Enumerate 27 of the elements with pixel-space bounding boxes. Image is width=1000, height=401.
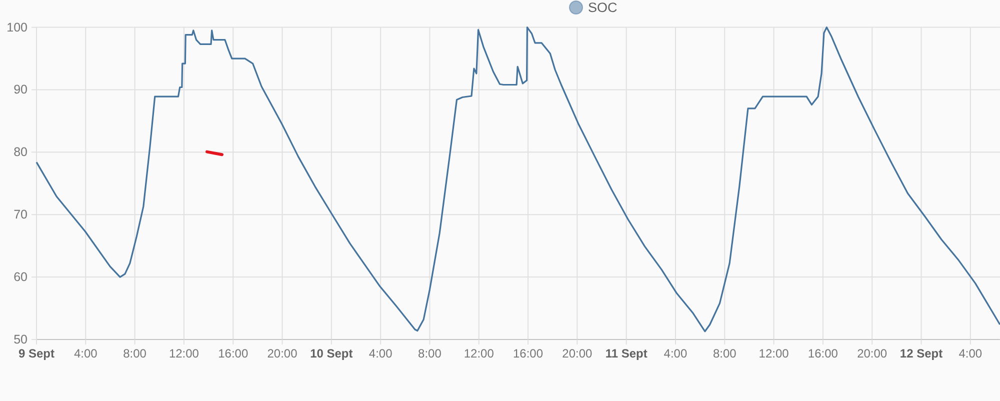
x-tick-label: 16:00 (808, 346, 838, 360)
y-tick-label: 90 (14, 82, 28, 97)
x-tick-label: 8:00 (418, 346, 442, 360)
x-tick-label: 20:00 (267, 346, 298, 360)
x-tick-label: 4:00 (74, 346, 98, 360)
x-tick-label: 4:00 (368, 346, 393, 360)
y-tick-label: 100 (6, 20, 28, 34)
x-tick-label: 12 Sept (900, 346, 943, 360)
x-tick-label: 20:00 (562, 346, 593, 360)
x-tick-label: 10 Sept (310, 346, 353, 360)
x-tick-label: 8:00 (712, 346, 737, 360)
y-tick-label: 70 (14, 208, 28, 222)
x-tick-label: 4:00 (958, 346, 982, 360)
x-tick-label: 11 Sept (605, 346, 648, 360)
x-tick-label: 8:00 (123, 346, 147, 360)
y-tick-label: 80 (14, 145, 28, 160)
x-tick-label: 4:00 (664, 346, 688, 360)
y-tick-label: 50 (14, 332, 28, 346)
legend-label: SOC (588, 0, 618, 15)
x-tick-label: 16:00 (218, 346, 248, 360)
y-tick-label: 60 (14, 270, 28, 284)
x-tick-label: 9 Sept (18, 346, 55, 360)
x-tick-label: 12:00 (168, 346, 200, 360)
x-tick-label: 12:00 (464, 346, 494, 360)
x-tick-label: 16:00 (513, 346, 544, 360)
x-tick-label: 12:00 (758, 346, 790, 360)
x-tick-label: 20:00 (857, 346, 888, 360)
